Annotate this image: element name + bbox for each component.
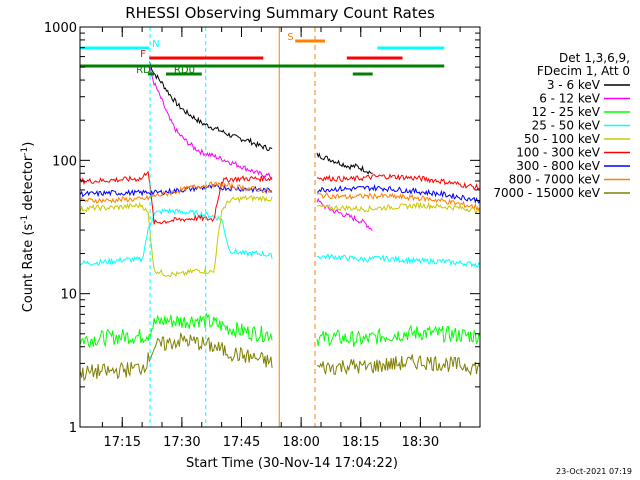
series-layer xyxy=(80,27,481,427)
legend-entry: 100 - 300 keV xyxy=(516,146,600,160)
flag-label: N xyxy=(152,39,159,50)
x-tick-label: 17:15 xyxy=(104,435,141,450)
series-line xyxy=(316,173,481,191)
y-tick-label: 10 xyxy=(60,288,77,303)
legend: Det 1,3,6,9, FDecim 1, Att 0 3 - 6 keV6 … xyxy=(493,51,630,200)
x-tick-label: 18:00 xyxy=(282,435,319,450)
series-line xyxy=(148,61,273,152)
x-axis-label: Start Time (30-Nov-14 17:04:22) xyxy=(186,456,398,471)
y-axis: 1 10 100 1000 xyxy=(44,21,480,436)
date-stamp: 23-Oct-2021 07:19 xyxy=(556,467,632,476)
flag-label: RD xyxy=(136,65,151,76)
flag-label: S xyxy=(287,32,293,43)
y-label-suffix: ) xyxy=(21,142,36,147)
flag-layer: N S F RD0 RD xyxy=(80,32,445,76)
legend-entry: 3 - 6 keV xyxy=(547,78,601,92)
series-line xyxy=(80,312,273,349)
legend-header-1: Det 1,3,6,9, xyxy=(559,51,630,65)
legend-entry: 800 - 7000 keV xyxy=(509,173,601,187)
series-line xyxy=(80,170,273,225)
legend-entry: 6 - 12 keV xyxy=(539,92,601,106)
series-line xyxy=(80,181,273,204)
x-axis: 17:15 17:30 17:45 18:00 18:15 18:30 xyxy=(101,27,461,450)
series-line xyxy=(316,354,481,376)
legend-entry: 25 - 50 keV xyxy=(532,119,601,133)
series-line xyxy=(80,184,273,198)
legend-entry: 12 - 25 keV xyxy=(532,105,601,119)
legend-header-2: FDecim 1, Att 0 xyxy=(537,64,630,78)
series-line xyxy=(316,191,481,211)
x-tick-label: 18:15 xyxy=(342,435,379,450)
y-tick-label: 1 xyxy=(69,421,77,436)
x-tick-label: 18:30 xyxy=(402,435,439,450)
series-line xyxy=(80,332,273,382)
flag-label: F xyxy=(140,49,146,60)
legend-entry: 50 - 100 keV xyxy=(524,132,601,146)
flag-label: RD0 xyxy=(174,65,195,76)
y-tick-label: 1000 xyxy=(44,21,77,36)
x-tick-label: 17:45 xyxy=(223,435,260,450)
y-tick-label: 100 xyxy=(52,154,77,169)
legend-entry: 300 - 800 keV xyxy=(516,159,600,173)
x-tick-label: 17:30 xyxy=(163,435,200,450)
series-line xyxy=(80,207,273,267)
plot-frame xyxy=(79,26,481,428)
y-label-mid: detector xyxy=(21,155,36,215)
series-line xyxy=(316,183,481,204)
legend-entry: 7000 - 15000 keV xyxy=(493,186,600,200)
series-line xyxy=(316,152,373,175)
series-line xyxy=(316,324,481,348)
plot-area: N S F RD0 RD xyxy=(80,27,481,427)
y-label-prefix: Count Rate (s xyxy=(21,224,36,313)
y-axis-label: Count Rate (s-1 detector-1) xyxy=(20,142,36,313)
y-label-exp1: -1 xyxy=(20,215,30,224)
y-label-exp2: -1 xyxy=(20,147,30,156)
series-line xyxy=(80,194,273,278)
series-line xyxy=(148,66,273,179)
chart-title: RHESSI Observing Summary Count Rates xyxy=(125,4,435,22)
series-line xyxy=(316,253,481,268)
series-line xyxy=(316,201,481,214)
